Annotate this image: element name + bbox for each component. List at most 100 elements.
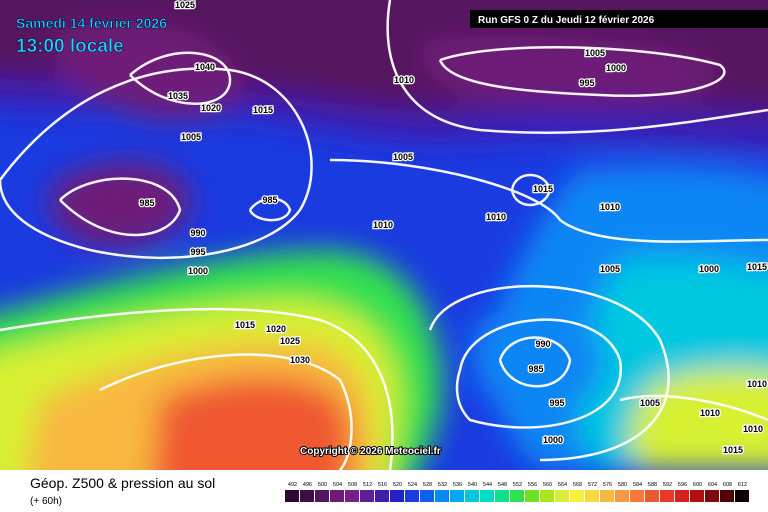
legend-value: 572 (588, 482, 597, 488)
legend-swatch (675, 490, 689, 502)
legend-value: 504 (333, 482, 342, 488)
isobar-label: 1005 (393, 152, 413, 162)
footer-lead: (+ 60h) (30, 496, 62, 507)
isobar-label: 1000 (606, 63, 626, 73)
legend-value: 568 (573, 482, 582, 488)
legend-swatch (330, 490, 344, 502)
isobar-label: 985 (528, 364, 543, 374)
legend-swatch (375, 490, 389, 502)
legend-value: 612 (738, 482, 747, 488)
legend-swatch (510, 490, 524, 502)
legend-swatch (420, 490, 434, 502)
legend-value: 536 (453, 482, 462, 488)
isobar-label: 990 (535, 339, 550, 349)
legend-swatch (705, 490, 719, 502)
legend-value: 544 (483, 482, 492, 488)
run-banner (470, 10, 768, 28)
legend-swatch (345, 490, 359, 502)
isobar-label: 1025 (175, 0, 195, 10)
legend-value: 592 (663, 482, 672, 488)
legend-value: 584 (633, 482, 642, 488)
isobar-label: 1015 (723, 445, 743, 455)
isobar-label: 1010 (486, 212, 506, 222)
legend-value: 552 (513, 482, 522, 488)
isobar-label: 1020 (201, 103, 221, 113)
isobar-label: 1005 (600, 264, 620, 274)
isobar-label: 995 (549, 398, 564, 408)
legend-value: 576 (603, 482, 612, 488)
isobar-label: 1010 (394, 75, 414, 85)
footer-title: Géop. Z500 & pression au sol (30, 475, 215, 491)
map-time: 13:00 locale (16, 36, 124, 57)
legend-value: 528 (423, 482, 432, 488)
legend-value: 604 (708, 482, 717, 488)
copyright: Copyright © 2026 Meteociel.fr (300, 446, 441, 457)
legend-value: 512 (363, 482, 372, 488)
legend-swatch (645, 490, 659, 502)
isobar-label: 995 (190, 247, 205, 257)
legend-value: 608 (723, 482, 732, 488)
isobar-label: 1000 (543, 435, 563, 445)
legend-value: 556 (528, 482, 537, 488)
legend-value: 492 (288, 482, 297, 488)
isobar-label: 990 (190, 228, 205, 238)
legend-value: 560 (543, 482, 552, 488)
isobar-label: 1005 (640, 398, 660, 408)
isobar-label: 1015 (747, 262, 767, 272)
legend-value: 588 (648, 482, 657, 488)
isobar-label: 1000 (699, 264, 719, 274)
isobar-label: 1005 (181, 132, 201, 142)
legend-swatch (540, 490, 554, 502)
legend-swatch (300, 490, 314, 502)
legend-swatch (660, 490, 674, 502)
legend-value: 596 (678, 482, 687, 488)
isobar-label: 1040 (195, 62, 215, 72)
isobar-label: 1010 (700, 408, 720, 418)
isobar-label: 1005 (585, 48, 605, 58)
legend-value: 500 (318, 482, 327, 488)
isobar-label: 1030 (290, 355, 310, 365)
legend-swatch (465, 490, 479, 502)
run-info: Run GFS 0 Z du Jeudi 12 février 2026 (478, 15, 655, 26)
legend-swatch (600, 490, 614, 502)
legend-swatch (555, 490, 569, 502)
legend-swatch (585, 490, 599, 502)
legend-swatch (615, 490, 629, 502)
legend-value: 508 (348, 482, 357, 488)
isobar-label: 995 (579, 78, 594, 88)
legend-swatch (435, 490, 449, 502)
isobar-label: 985 (262, 195, 277, 205)
isobars (0, 0, 768, 470)
legend-value: 516 (378, 482, 387, 488)
legend-value: 548 (498, 482, 507, 488)
isobar-label: 1010 (747, 379, 767, 389)
legend-swatch (390, 490, 404, 502)
isobar-label: 1025 (280, 336, 300, 346)
legend-swatch (405, 490, 419, 502)
legend-swatch (720, 490, 734, 502)
isobar-label: 1010 (743, 424, 763, 434)
isobar-label: 1000 (188, 266, 208, 276)
legend-value: 564 (558, 482, 567, 488)
legend-swatch (285, 490, 299, 502)
isobar-label: 1010 (373, 220, 393, 230)
legend-swatch (450, 490, 464, 502)
legend-swatch (315, 490, 329, 502)
isobar-label: 985 (139, 198, 154, 208)
isobar-label: 1035 (168, 91, 188, 101)
legend-value: 540 (468, 482, 477, 488)
legend-value: 524 (408, 482, 417, 488)
map-background (0, 0, 768, 470)
legend-swatch (480, 490, 494, 502)
isobar-label: 1015 (533, 184, 553, 194)
isobar-label: 1020 (266, 324, 286, 334)
isobar-label: 1015 (253, 105, 273, 115)
legend-value: 580 (618, 482, 627, 488)
legend-swatch (495, 490, 509, 502)
legend-value: 496 (303, 482, 312, 488)
legend-swatch (630, 490, 644, 502)
legend-value: 600 (693, 482, 702, 488)
isobar-label: 1010 (600, 202, 620, 212)
